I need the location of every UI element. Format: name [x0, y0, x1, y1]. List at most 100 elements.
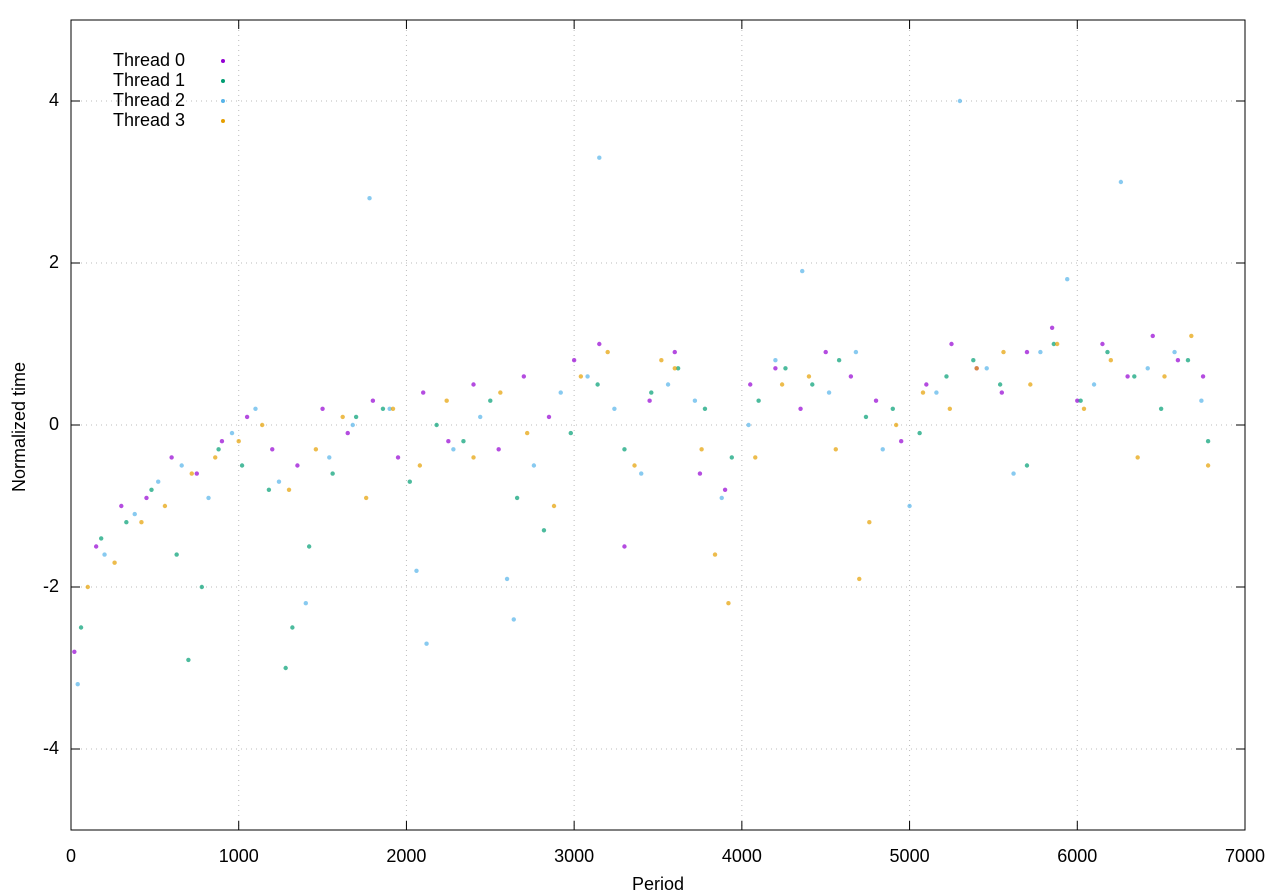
point [773, 358, 778, 363]
point [1199, 398, 1204, 403]
point [597, 341, 602, 347]
point [340, 414, 345, 420]
point [206, 495, 211, 501]
point [303, 601, 308, 606]
point [746, 422, 751, 428]
point [867, 520, 872, 525]
point [306, 544, 312, 549]
point [1200, 374, 1206, 379]
point [1162, 374, 1167, 379]
point [531, 463, 537, 468]
point [1135, 455, 1140, 460]
y-tick-label: -2 [43, 576, 59, 596]
point [1075, 398, 1080, 403]
point [1065, 277, 1070, 282]
point [132, 511, 137, 517]
point [295, 463, 300, 468]
point [984, 366, 989, 371]
point [857, 576, 862, 582]
point [259, 422, 265, 428]
x-tick-label: 1000 [219, 846, 259, 866]
legend-swatch [221, 59, 225, 63]
point [833, 447, 838, 452]
point [578, 374, 584, 379]
legend-label: Thread 2 [113, 90, 185, 110]
point [1038, 349, 1043, 355]
point [266, 487, 272, 492]
y-tick-label: 4 [49, 90, 59, 110]
point [659, 358, 664, 363]
legend-swatch [221, 79, 225, 83]
point [595, 382, 600, 387]
point [370, 398, 376, 403]
point [924, 382, 929, 387]
point [597, 155, 602, 160]
point [174, 552, 179, 557]
point [424, 641, 429, 646]
point [524, 430, 530, 436]
point [944, 374, 949, 379]
point [1185, 358, 1191, 363]
point [632, 463, 637, 468]
point [102, 552, 107, 557]
point [253, 406, 258, 411]
point [521, 374, 527, 379]
point [605, 349, 610, 355]
point [194, 471, 199, 476]
point [244, 414, 250, 420]
point [162, 503, 168, 509]
point [783, 366, 788, 371]
point [672, 366, 677, 371]
y-tick-label: 0 [49, 414, 59, 434]
y-tick-label: -4 [43, 738, 59, 758]
point [283, 665, 288, 671]
point [1091, 382, 1097, 387]
point [672, 349, 677, 355]
point [98, 536, 104, 541]
point [873, 398, 879, 403]
point [1172, 349, 1177, 355]
point [1125, 374, 1130, 379]
point [367, 196, 372, 201]
x-tick-label: 7000 [1225, 846, 1265, 866]
point [407, 479, 412, 484]
point [1100, 341, 1105, 347]
point [353, 414, 359, 420]
point [139, 520, 144, 525]
point [1189, 333, 1194, 339]
point [1145, 366, 1150, 371]
point [947, 406, 953, 411]
point [779, 382, 785, 387]
point [179, 463, 184, 468]
y-axis-label: Normalized time [9, 362, 29, 492]
point [1132, 374, 1137, 379]
point [290, 625, 295, 630]
point [417, 463, 423, 468]
point [189, 471, 194, 476]
point [1054, 341, 1060, 347]
point [753, 455, 758, 460]
point [434, 422, 439, 428]
point [823, 349, 828, 355]
point [395, 455, 401, 460]
point [345, 430, 350, 436]
point [239, 463, 245, 468]
x-tick-label: 2000 [386, 846, 426, 866]
point [1205, 463, 1211, 468]
x-tick-label: 0 [66, 846, 76, 866]
point [697, 471, 703, 476]
point [276, 479, 282, 484]
legend-label: Thread 1 [113, 70, 185, 90]
point [313, 447, 319, 452]
point [692, 398, 698, 403]
point [380, 406, 386, 411]
x-tick-label: 5000 [890, 846, 930, 866]
point [551, 503, 557, 509]
x-axis-label: Period [632, 874, 684, 894]
point [236, 439, 241, 444]
point [571, 358, 577, 363]
point [119, 503, 124, 509]
point [471, 382, 476, 387]
point [504, 576, 510, 582]
